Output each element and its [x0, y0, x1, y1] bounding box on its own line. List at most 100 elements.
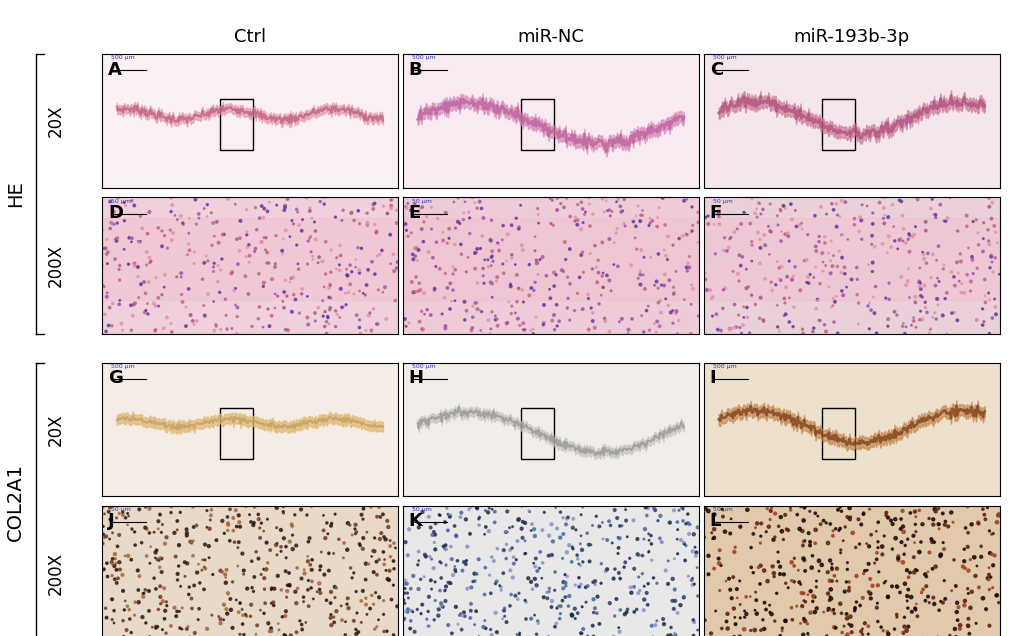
Point	[949, 315, 965, 326]
Point	[109, 233, 125, 243]
Point	[605, 259, 622, 270]
Point	[367, 588, 383, 598]
Point	[433, 558, 449, 568]
Point	[651, 321, 667, 331]
Point	[370, 319, 386, 329]
Point	[114, 507, 130, 517]
Point	[337, 630, 354, 636]
Point	[150, 223, 166, 233]
Bar	[821, 408, 854, 459]
Point	[141, 252, 157, 263]
Point	[140, 309, 156, 319]
Point	[668, 525, 685, 535]
Point	[351, 286, 367, 296]
Point	[447, 602, 464, 612]
Point	[470, 514, 486, 524]
Point	[453, 625, 470, 635]
Bar	[521, 408, 553, 459]
Point	[386, 631, 403, 636]
Point	[279, 586, 296, 596]
Point	[780, 231, 796, 241]
Point	[895, 527, 911, 537]
Point	[245, 520, 261, 530]
Point	[465, 576, 481, 586]
Point	[610, 568, 627, 578]
Point	[762, 506, 779, 516]
Point	[790, 565, 806, 576]
Point	[217, 577, 233, 588]
Point	[422, 310, 438, 320]
Point	[255, 212, 271, 223]
Point	[903, 232, 919, 242]
Point	[253, 518, 269, 529]
Point	[261, 258, 277, 268]
Point	[212, 265, 228, 275]
Point	[558, 193, 575, 204]
Point	[635, 327, 651, 337]
Point	[199, 522, 215, 532]
Point	[102, 223, 118, 233]
Point	[369, 511, 385, 522]
Point	[736, 208, 752, 218]
Text: 500 μm: 500 μm	[412, 55, 435, 60]
Point	[767, 588, 784, 598]
Point	[795, 613, 811, 623]
Point	[635, 605, 651, 615]
Point	[799, 619, 815, 629]
Point	[920, 598, 936, 608]
Point	[668, 549, 685, 559]
Point	[579, 528, 595, 538]
Point	[715, 233, 732, 243]
Point	[197, 563, 213, 574]
Point	[832, 598, 848, 609]
Point	[417, 550, 433, 560]
Point	[431, 264, 447, 274]
Point	[473, 204, 489, 214]
Point	[431, 509, 447, 520]
Point	[924, 520, 941, 530]
Point	[923, 194, 940, 204]
Point	[437, 634, 453, 636]
Point	[859, 621, 875, 632]
Point	[463, 583, 479, 593]
Point	[911, 282, 927, 292]
Point	[365, 304, 381, 314]
Point	[516, 324, 532, 335]
Point	[556, 237, 573, 247]
Point	[548, 603, 565, 613]
Point	[736, 624, 752, 634]
Point	[848, 263, 864, 273]
Point	[961, 603, 977, 613]
Point	[768, 322, 785, 332]
Point	[545, 268, 561, 278]
Point	[260, 304, 276, 314]
Point	[396, 598, 413, 608]
Point	[733, 219, 749, 229]
Point	[676, 591, 692, 602]
Point	[787, 262, 803, 272]
Point	[681, 251, 697, 261]
Point	[803, 563, 819, 573]
Point	[407, 626, 423, 636]
Point	[230, 607, 247, 618]
Point	[684, 220, 700, 230]
Point	[559, 601, 576, 611]
Point	[777, 524, 794, 534]
Point	[243, 611, 259, 621]
Point	[852, 520, 868, 530]
Point	[404, 277, 420, 287]
Point	[495, 268, 512, 279]
Point	[711, 545, 728, 555]
Point	[299, 312, 315, 322]
Point	[700, 506, 716, 516]
Point	[397, 202, 414, 212]
Point	[181, 213, 198, 223]
Point	[530, 209, 546, 219]
Point	[641, 325, 657, 335]
Point	[387, 543, 404, 553]
Point	[824, 301, 841, 311]
Point	[244, 556, 260, 566]
Point	[569, 215, 585, 225]
Point	[834, 252, 850, 263]
Point	[935, 260, 952, 270]
